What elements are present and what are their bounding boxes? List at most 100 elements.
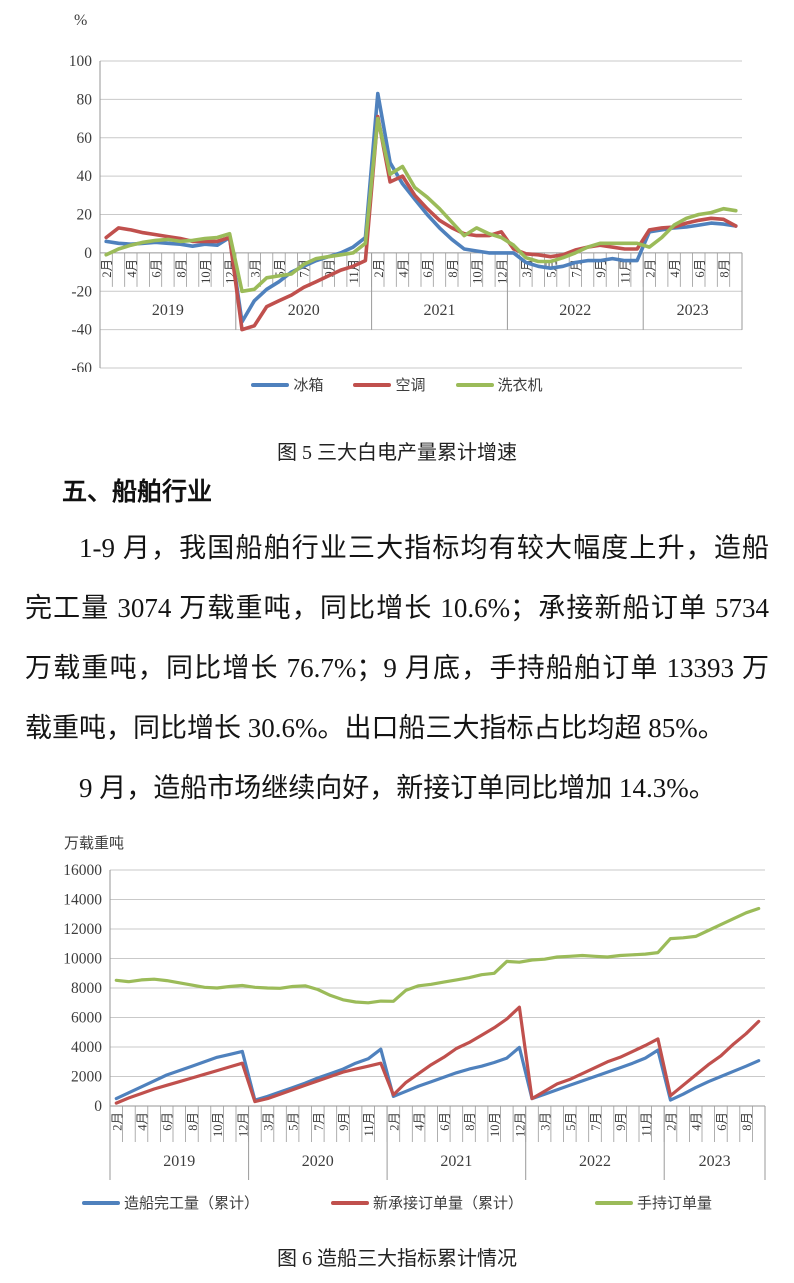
legend-label: 造船完工量（累计） <box>123 1196 259 1212</box>
svg-text:4月: 4月 <box>397 259 411 278</box>
svg-text:2月: 2月 <box>110 1112 124 1131</box>
legend-item-冰箱: 冰箱 <box>251 374 323 395</box>
svg-text:4月: 4月 <box>413 1112 427 1131</box>
body-paragraph-2: 9 月，造船市场继续向好，新接订单同比增加 14.3%。 <box>79 773 716 803</box>
figure5-y-axis-unit: % <box>74 12 88 29</box>
legend-line-swatch <box>81 1200 120 1205</box>
svg-text:8月: 8月 <box>463 1112 477 1131</box>
svg-text:6月: 6月 <box>421 259 435 278</box>
svg-text:11月: 11月 <box>619 259 633 284</box>
svg-text:2019: 2019 <box>152 302 184 319</box>
svg-text:5月: 5月 <box>564 1112 578 1131</box>
legend-line-swatch <box>330 1200 369 1205</box>
legend-line-swatch <box>251 382 290 387</box>
svg-text:2月: 2月 <box>387 1112 401 1131</box>
figure6-y-axis-unit: 万载重吨 <box>64 836 125 852</box>
legend-line-swatch <box>455 382 494 387</box>
svg-text:6000: 6000 <box>71 1010 102 1027</box>
svg-text:0: 0 <box>94 1098 102 1115</box>
svg-text:2020: 2020 <box>288 302 320 319</box>
svg-text:6月: 6月 <box>150 259 164 278</box>
svg-text:12月: 12月 <box>236 1112 250 1137</box>
svg-text:16000: 16000 <box>63 862 102 879</box>
svg-text:14000: 14000 <box>63 892 102 909</box>
svg-text:2023: 2023 <box>677 302 709 319</box>
svg-text:9月: 9月 <box>594 259 608 278</box>
svg-text:80: 80 <box>77 91 93 108</box>
figure5-legend: 冰箱 空调 洗衣机 <box>0 374 794 395</box>
svg-text:2021: 2021 <box>424 302 456 319</box>
svg-text:40: 40 <box>77 168 93 185</box>
svg-text:3月: 3月 <box>262 1112 276 1131</box>
body-paragraph-1: 1-9 月，我国船舶行业三大指标均有较大幅度上升，造船完工量 3074 万载重吨… <box>25 533 769 743</box>
svg-text:20: 20 <box>77 207 93 224</box>
svg-text:2023: 2023 <box>699 1153 731 1170</box>
svg-text:2022: 2022 <box>559 302 591 319</box>
legend-item-空调: 空调 <box>353 374 426 395</box>
legend-item-造船完工量（累计）: 造船完工量（累计） <box>81 1192 259 1213</box>
svg-text:4月: 4月 <box>668 259 682 278</box>
legend-line-swatch <box>353 382 392 387</box>
svg-text:2022: 2022 <box>579 1153 611 1170</box>
legend-label: 新承接订单量（累计） <box>372 1196 523 1212</box>
svg-text:2019: 2019 <box>163 1153 195 1170</box>
svg-text:10月: 10月 <box>199 259 213 284</box>
svg-text:2月: 2月 <box>100 259 114 278</box>
legend-line-swatch <box>595 1200 633 1205</box>
svg-text:6月: 6月 <box>715 1112 729 1131</box>
svg-text:8月: 8月 <box>446 259 460 278</box>
legend-label: 冰箱 <box>293 378 324 394</box>
svg-text:8月: 8月 <box>740 1112 754 1131</box>
svg-text:10月: 10月 <box>471 259 485 284</box>
svg-text:11月: 11月 <box>639 1112 653 1137</box>
svg-text:8月: 8月 <box>174 259 188 278</box>
svg-text:10000: 10000 <box>63 951 102 968</box>
svg-text:4000: 4000 <box>71 1039 102 1056</box>
figure6-legend: 造船完工量（累计） 新承接订单量（累计） 手持订单量 <box>0 1192 794 1213</box>
figure6-caption: 图 6 造船三大指标累计情况 <box>277 1248 517 1270</box>
svg-text:12000: 12000 <box>63 921 102 938</box>
svg-text:-40: -40 <box>71 322 92 339</box>
svg-text:2月: 2月 <box>665 1112 679 1131</box>
svg-text:-20: -20 <box>71 283 92 300</box>
svg-text:3月: 3月 <box>539 1112 553 1131</box>
svg-text:9月: 9月 <box>337 1112 351 1131</box>
svg-text:7月: 7月 <box>312 1112 326 1131</box>
figure5-caption: 图 5 三大白电产量累计增速 <box>277 442 517 464</box>
svg-text:60: 60 <box>77 130 93 147</box>
section-heading: 五、船舶行业 <box>62 478 213 506</box>
svg-text:5月: 5月 <box>287 1112 301 1131</box>
legend-item-新承接订单量（累计）: 新承接订单量（累计） <box>330 1192 523 1213</box>
svg-text:-60: -60 <box>71 360 92 372</box>
svg-text:3月: 3月 <box>248 259 262 278</box>
svg-text:4月: 4月 <box>690 1112 704 1131</box>
legend-item-洗衣机: 洗衣机 <box>455 374 543 395</box>
svg-text:2月: 2月 <box>372 259 386 278</box>
svg-text:2020: 2020 <box>302 1153 334 1170</box>
svg-text:8月: 8月 <box>718 259 732 278</box>
svg-text:6月: 6月 <box>161 1112 175 1131</box>
svg-text:2021: 2021 <box>440 1153 472 1170</box>
svg-text:100: 100 <box>69 53 93 70</box>
svg-text:11月: 11月 <box>362 1112 376 1137</box>
svg-text:2000: 2000 <box>71 1069 102 1086</box>
svg-text:6月: 6月 <box>438 1112 452 1131</box>
legend-label: 手持订单量 <box>637 1196 713 1212</box>
legend-label: 洗衣机 <box>497 378 543 394</box>
legend-item-手持订单量: 手持订单量 <box>595 1192 712 1213</box>
svg-text:5月: 5月 <box>273 259 287 278</box>
svg-text:12月: 12月 <box>513 1112 527 1137</box>
svg-text:8月: 8月 <box>186 1112 200 1131</box>
svg-text:10月: 10月 <box>211 1112 225 1137</box>
svg-text:6月: 6月 <box>693 259 707 278</box>
svg-text:9月: 9月 <box>614 1112 628 1131</box>
svg-text:8000: 8000 <box>71 980 102 997</box>
legend-label: 空调 <box>395 378 426 394</box>
figure6-chart: 0 2000 4000 6000 8000 10000 12000 14000 16000 2月 4… <box>63 862 766 1180</box>
svg-text:12月: 12月 <box>495 259 509 284</box>
svg-text:10月: 10月 <box>488 1112 502 1137</box>
svg-text:0: 0 <box>84 245 92 262</box>
svg-text:4月: 4月 <box>136 1112 150 1131</box>
